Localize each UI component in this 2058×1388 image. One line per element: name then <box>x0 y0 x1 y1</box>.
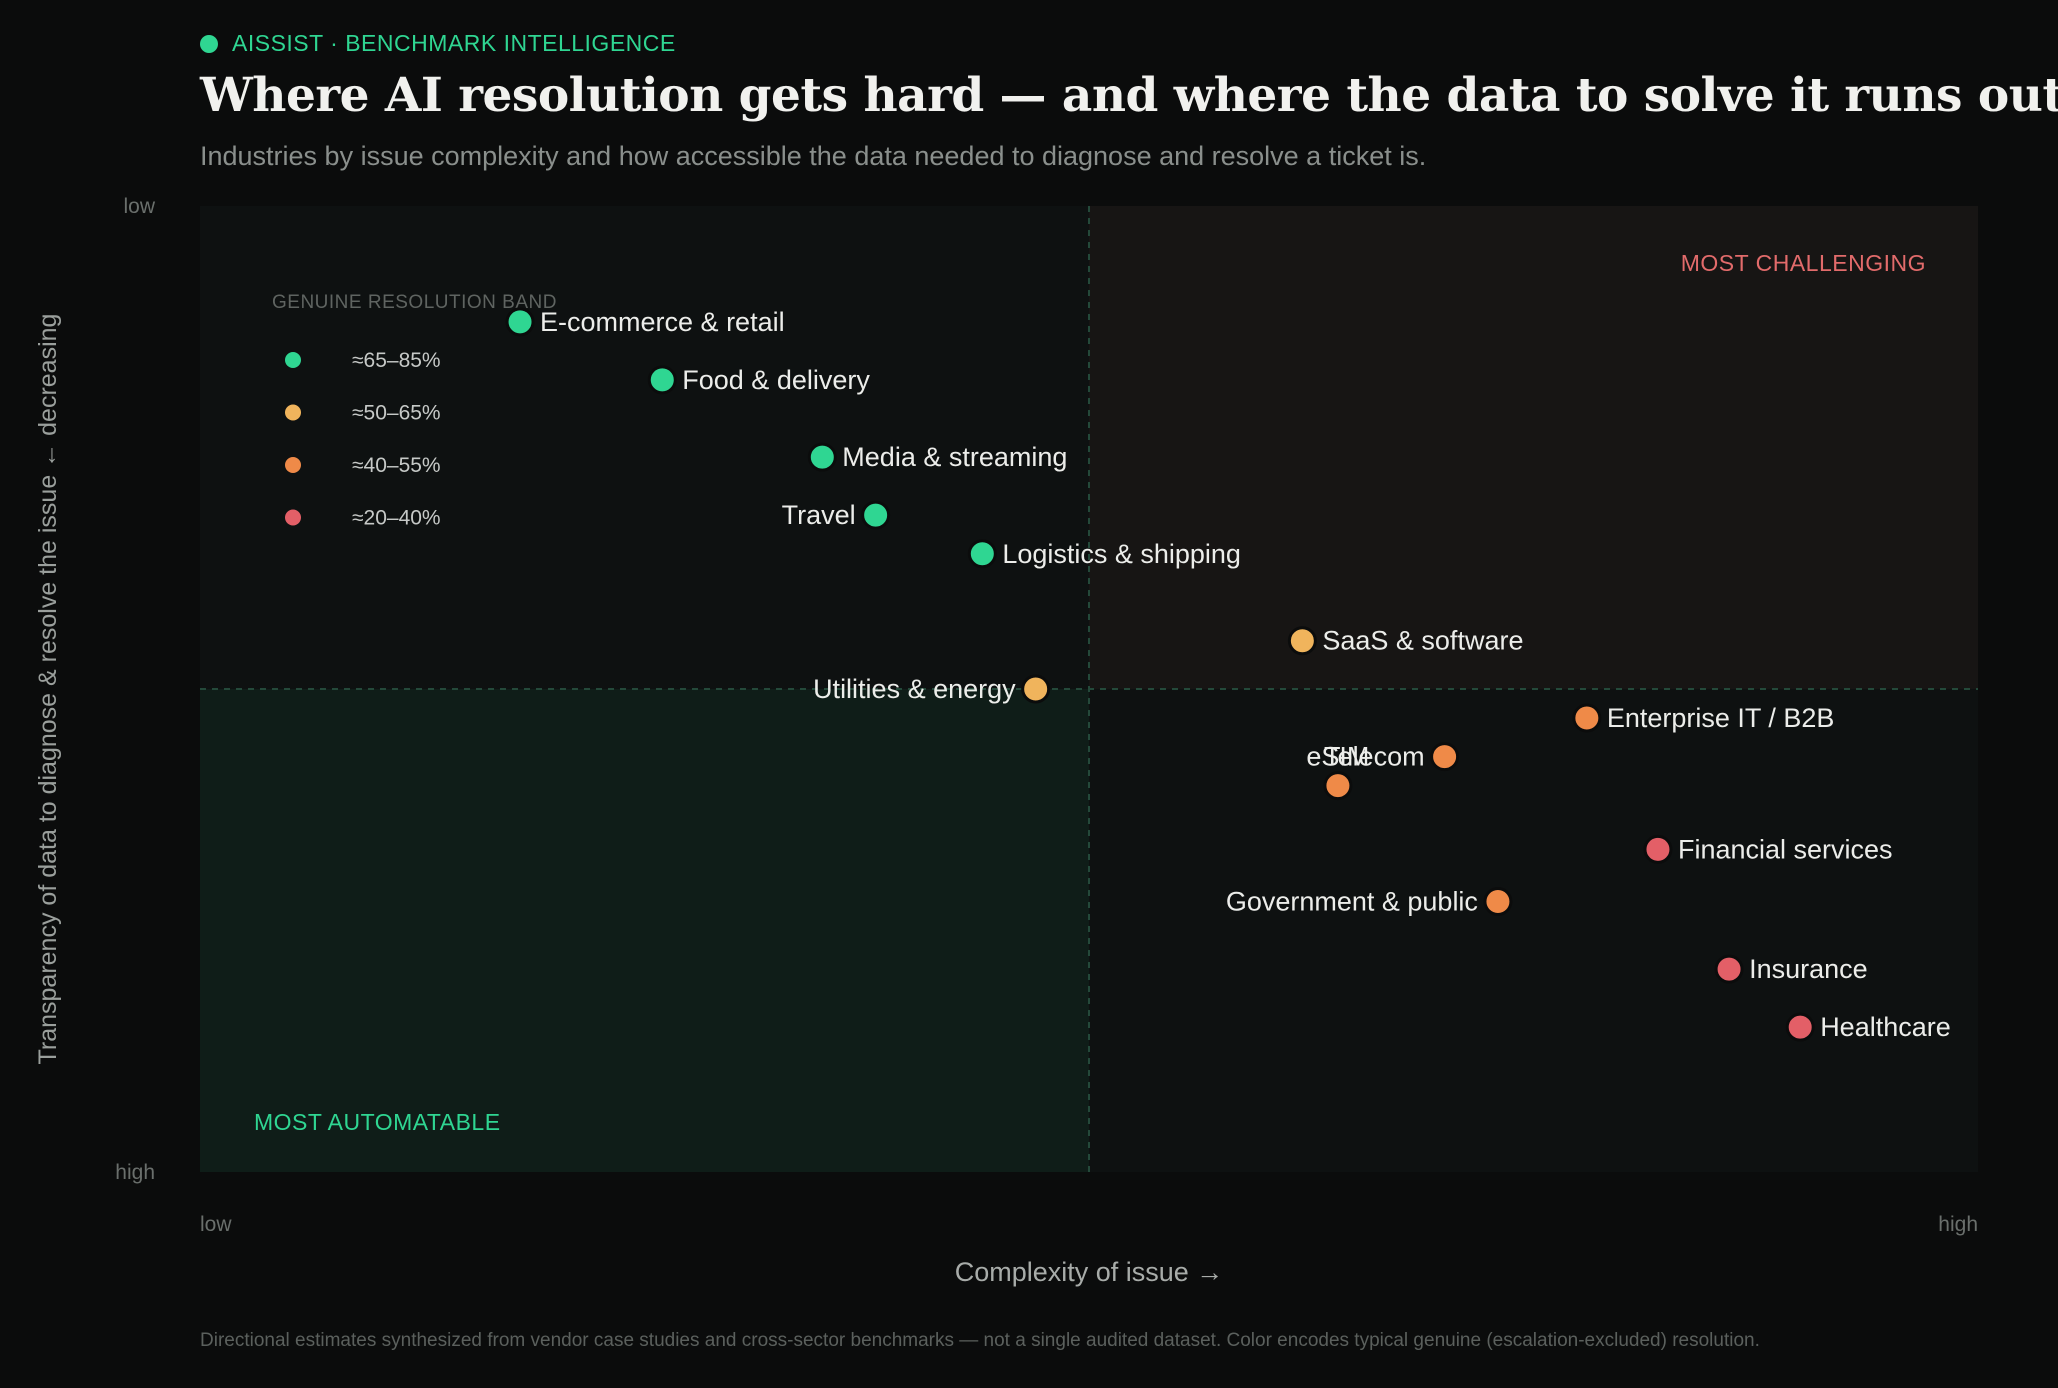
data-point <box>647 365 677 395</box>
quadrant-backgrounds <box>200 206 1978 1172</box>
data-point-label: eSIM <box>1306 742 1369 772</box>
data-point-label: Media & streaming <box>842 442 1067 472</box>
y-axis-arrow-icon: ← <box>34 436 62 468</box>
legend-title: GENUINE RESOLUTION BAND <box>272 292 557 313</box>
x-tick-low: low <box>200 1213 232 1236</box>
data-point-label: Financial services <box>1678 834 1893 864</box>
data-point-label: E-commerce & retail <box>540 307 785 337</box>
data-point <box>861 500 891 530</box>
brand-dot-icon <box>200 34 218 53</box>
legend-swatch <box>285 352 301 368</box>
data-point <box>1483 887 1513 917</box>
quadrant-labels: MOST CHALLENGING MOST AUTOMATABLE <box>254 250 1926 1135</box>
data-point <box>1021 674 1051 704</box>
legend-label: ≈40–55% <box>352 454 441 477</box>
data-point <box>967 539 997 569</box>
legend-swatch <box>285 457 301 473</box>
data-points: Healthcare Insurance Government & public Fi… <box>505 307 1951 1042</box>
data-point-label: Telecom <box>1324 742 1425 772</box>
y-tick-low: low <box>123 195 155 218</box>
data-point-label: Healthcare <box>1820 1012 1951 1042</box>
data-point <box>1714 954 1744 984</box>
y-axis-title: Transparency of data to diagnose & resol… <box>34 314 62 1065</box>
data-point-label: Enterprise IT / B2B <box>1607 703 1835 733</box>
data-point <box>505 307 535 337</box>
quadrant-label-challenging: MOST CHALLENGING <box>1681 250 1926 276</box>
data-point-label: Insurance <box>1749 954 1868 984</box>
chart-title: Where AI resolution gets hard — and wher… <box>200 68 2058 123</box>
data-point-label: Travel <box>782 500 856 530</box>
data-point-label: SaaS & software <box>1322 626 1523 656</box>
quadrant-most-challenging <box>1089 206 1978 689</box>
axes: low high low high Complexity of issue → Trans… <box>34 195 1978 1287</box>
legend-label: ≈65–85% <box>352 349 441 372</box>
legend-label: ≈20–40% <box>352 507 441 530</box>
quadrant-bottom-right <box>1089 689 1978 1172</box>
x-axis-title: Complexity of issue → <box>955 1257 1224 1287</box>
quadrant-label-automatable: MOST AUTOMATABLE <box>254 1109 501 1135</box>
brand: AISSIST · BENCHMARK INTELLIGENCE <box>200 30 676 57</box>
data-point <box>1572 703 1602 733</box>
data-point <box>807 442 837 472</box>
brand-label: AISSIST · BENCHMARK INTELLIGENCE <box>232 30 676 56</box>
legend: GENUINE RESOLUTION BAND ≈65–85% ≈50–65% ≈40… <box>272 292 557 530</box>
data-point <box>1430 742 1460 772</box>
data-point <box>1643 834 1673 864</box>
y-axis-title-main: Transparency of data to diagnose & resol… <box>34 468 62 1065</box>
quadrant-dividers <box>200 206 1978 1172</box>
data-point-label: Logistics & shipping <box>1002 539 1241 569</box>
data-point <box>1785 1012 1815 1042</box>
data-point <box>1323 771 1353 801</box>
chart-subtitle: Industries by issue complexity and how a… <box>200 141 1427 171</box>
y-tick-high: high <box>115 1161 155 1184</box>
legend-swatch <box>285 509 301 526</box>
quadrant-most-automatable <box>200 689 1089 1172</box>
quadrant-top-left <box>200 206 1089 689</box>
y-axis-direction: decreasing <box>34 314 62 436</box>
data-point-label: Food & delivery <box>682 365 870 395</box>
data-point-label: Government & public <box>1226 887 1478 917</box>
x-tick-high: high <box>1938 1213 1978 1236</box>
data-point-label: Utilities & energy <box>813 674 1016 704</box>
footnote: Directional estimates synthesized from v… <box>200 1330 1760 1351</box>
data-point <box>1287 626 1317 656</box>
legend-swatch <box>285 404 301 421</box>
legend-label: ≈50–65% <box>352 402 441 425</box>
